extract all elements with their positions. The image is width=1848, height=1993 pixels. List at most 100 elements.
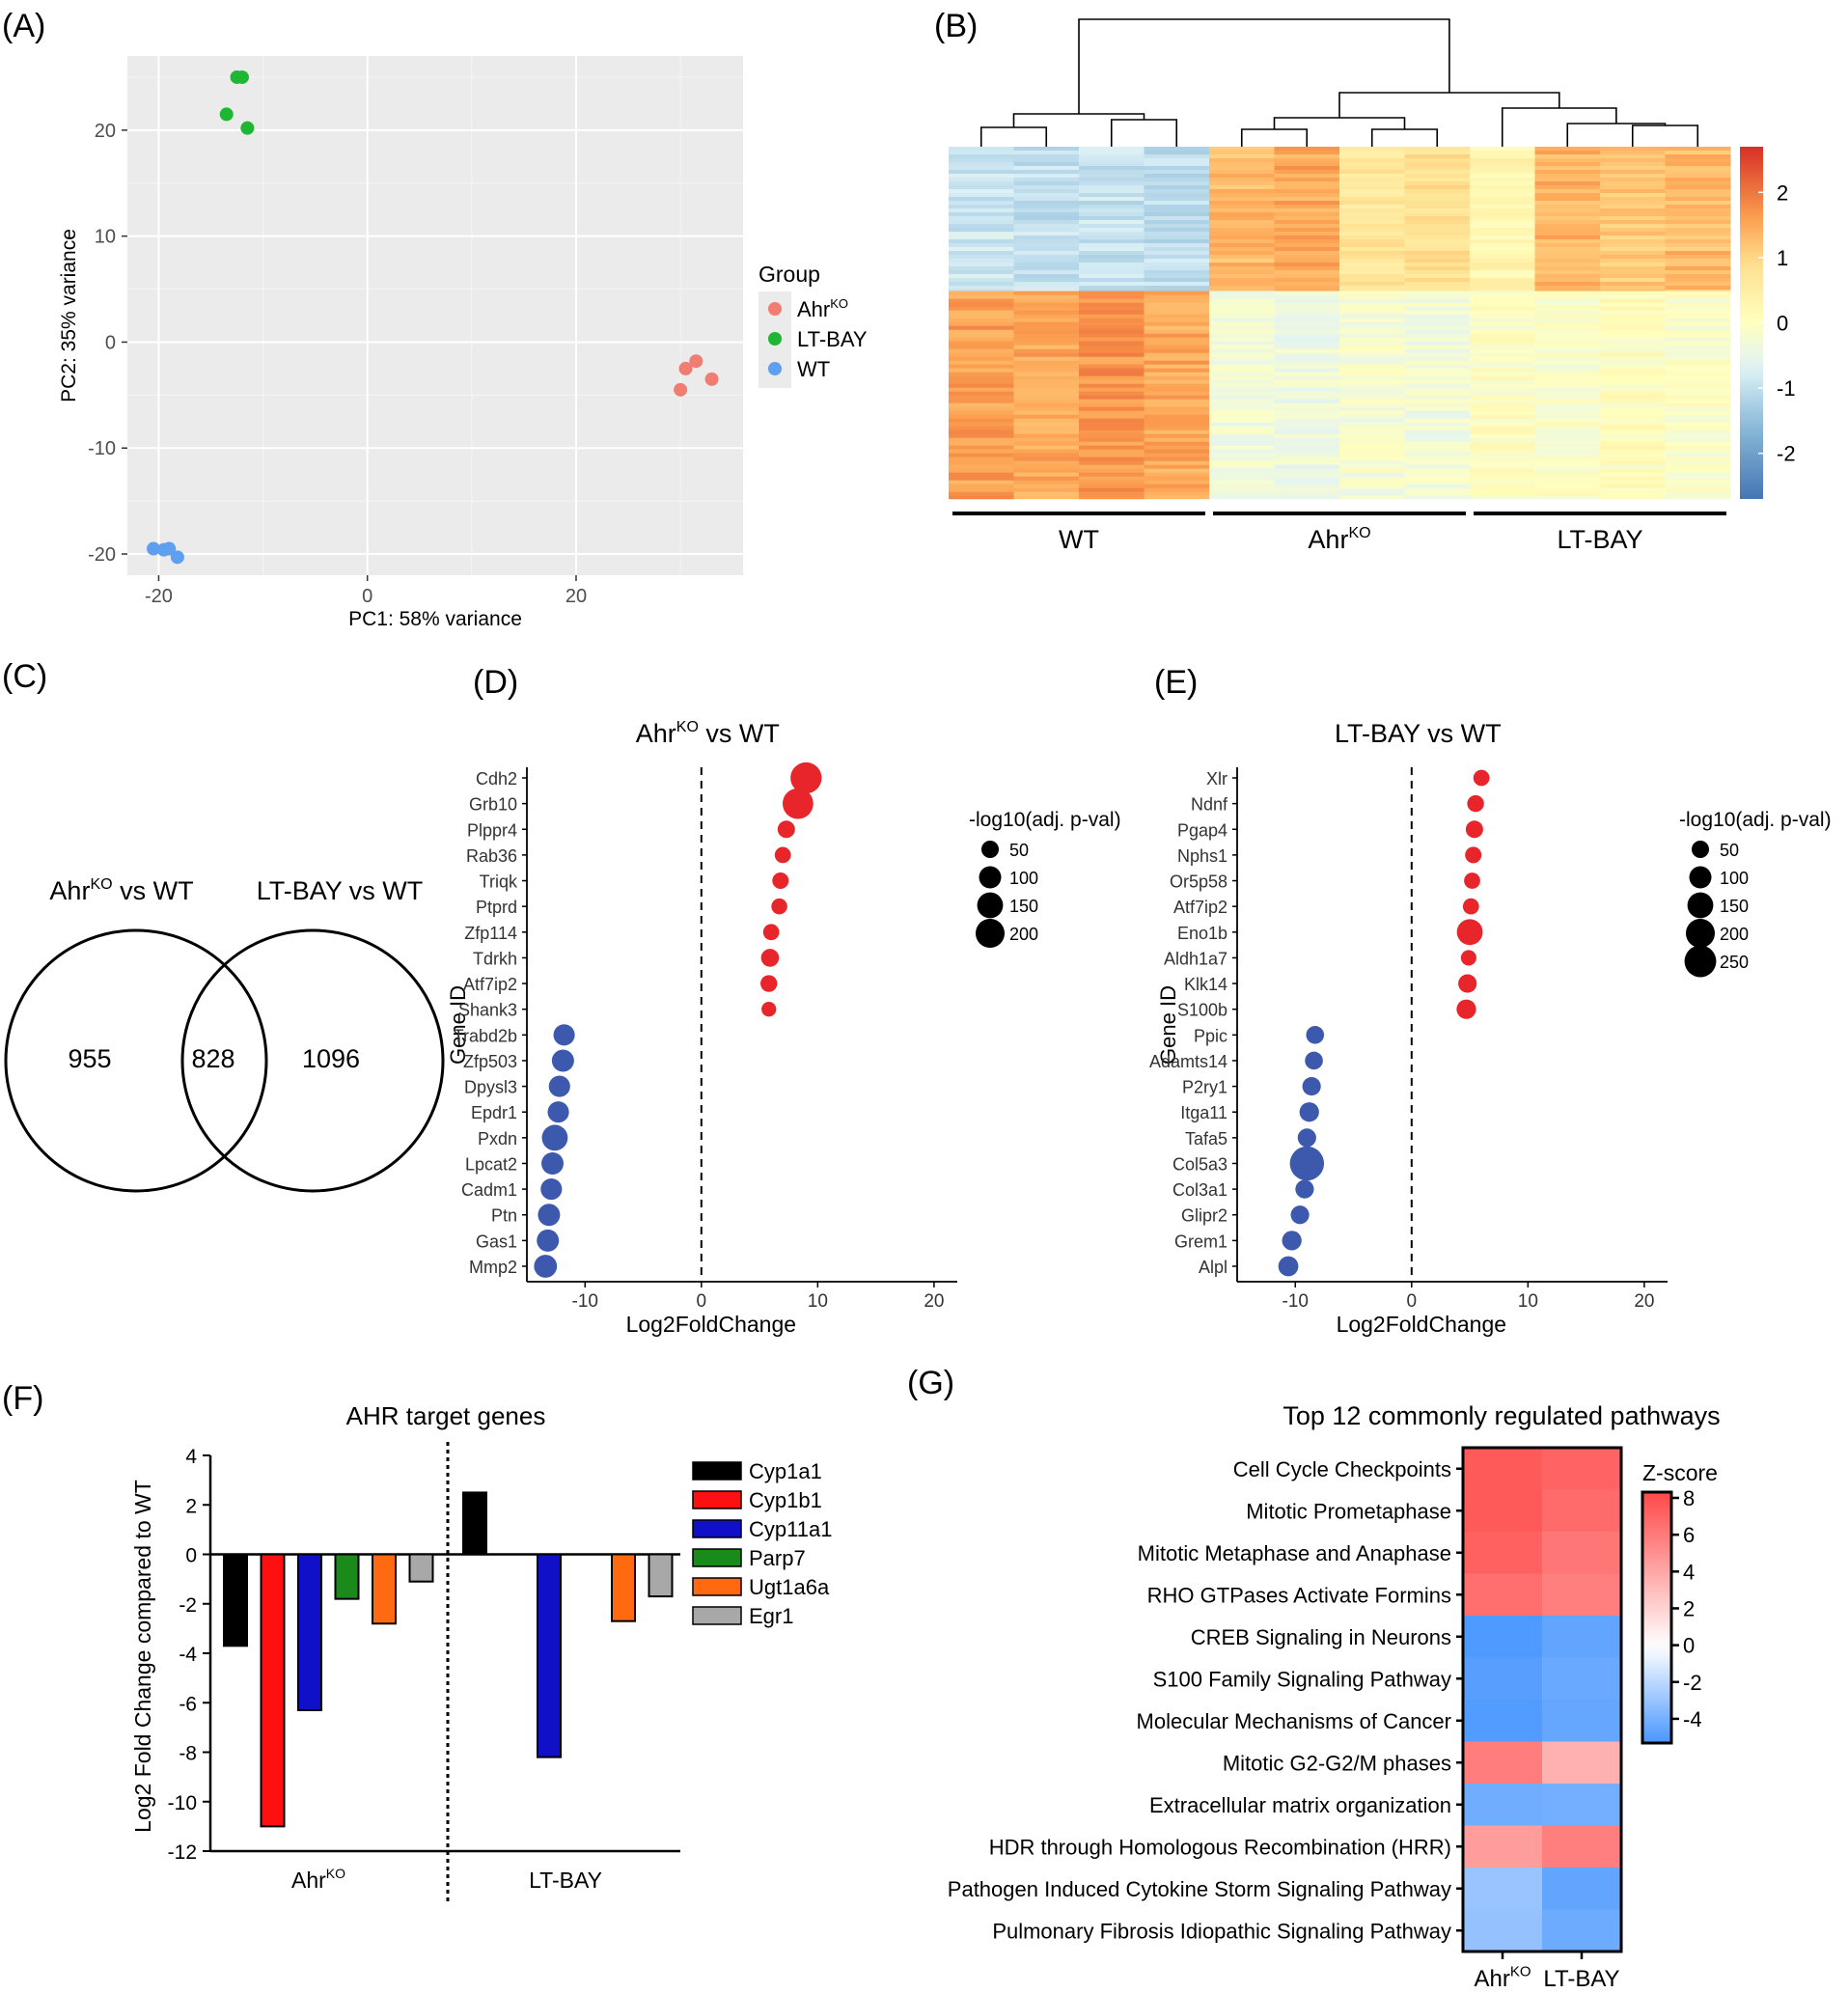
heatmap-row-stripe: [1470, 270, 1535, 275]
heatmap-row-stripe: [1144, 387, 1210, 392]
heatmap-row-stripe: [1600, 445, 1666, 450]
dot-plot-gene-label: Shank3: [458, 1001, 517, 1020]
heatmap-row-stripe: [1209, 286, 1275, 291]
heatmap-row-stripe: [1144, 154, 1210, 159]
heatmap-row-stripe: [1339, 224, 1405, 229]
dot-plot-point: [772, 872, 789, 890]
dot-plot-point: [1465, 846, 1482, 864]
heatmap-row-stripe: [1013, 290, 1080, 291]
heatmap-row-stripe: [1534, 345, 1601, 349]
heatmap-row-stripe: [1013, 410, 1080, 415]
dot-plot-size-legend-dot: [977, 892, 1004, 919]
dot-plot-x-tick-label: 10: [1518, 1291, 1538, 1312]
bar: [260, 1553, 286, 1828]
heatmap-row-stripe: [1079, 410, 1145, 415]
heatmap-row-stripe: [1665, 166, 1731, 171]
heatmap-row-stripe: [1404, 243, 1471, 248]
heatmap-row-stripe: [1600, 480, 1666, 484]
heatmap-row-stripe: [1274, 464, 1340, 469]
heatmap-row-stripe: [1339, 232, 1405, 236]
heatmap-row-stripe: [949, 383, 1014, 388]
pathway-row-label: Mitotic Metaphase and Anaphase: [1138, 1541, 1451, 1565]
heatmap-row-stripe: [1013, 379, 1080, 384]
dot-plot-point: [1278, 1256, 1299, 1277]
heatmap-row-stripe: [1144, 399, 1210, 403]
heatmap-row-stripe: [1209, 185, 1275, 190]
heatmap-row-stripe: [1144, 422, 1210, 427]
heatmap-row-stripe: [1665, 247, 1731, 252]
panel-label-d: (D): [473, 664, 518, 701]
heatmap-row-stripe: [1013, 429, 1080, 434]
heatmap-row-stripe: [949, 255, 1014, 260]
bar-chart-legend-swatch: [692, 1490, 742, 1509]
heatmap-row-stripe: [1470, 162, 1535, 167]
heatmap-row-stripe: [1339, 286, 1405, 291]
dendrogram-branch: [1370, 128, 1439, 147]
heatmap-row-stripe: [1013, 228, 1080, 233]
label-superscript: KO: [830, 296, 848, 311]
panel-label-e: (E): [1154, 664, 1198, 701]
heatmap-row-stripe: [1079, 162, 1145, 167]
heatmap-row-stripe: [1600, 372, 1666, 376]
heatmap-row-stripe: [1144, 345, 1210, 349]
heatmap-row-stripe: [1600, 282, 1666, 287]
dot-plot-size-legend-label: 200: [1009, 925, 1038, 944]
heatmap-row-stripe: [1470, 235, 1535, 240]
dot-plot-size-legend-title: -log10(adj. p-val): [969, 809, 1121, 831]
heatmap-row-stripe: [1534, 433, 1601, 438]
heatmap-row-stripe: [1274, 441, 1340, 446]
heatmap-row-stripe: [949, 266, 1014, 271]
heatmap-row-stripe: [1665, 468, 1731, 473]
heatmap-row-stripe: [1470, 387, 1535, 392]
dot-plot-point: [1465, 820, 1483, 839]
heatmap-row-stripe: [1600, 464, 1666, 469]
heatmap-row-stripe: [1013, 162, 1080, 167]
heatmap-row-stripe: [1079, 333, 1145, 338]
heatmap-row-stripe: [1600, 429, 1666, 434]
heatmap-row-stripe: [1534, 402, 1601, 407]
heatmap-row-stripe: [1144, 460, 1210, 465]
heatmap-row-stripe: [1013, 402, 1080, 407]
dot-plot-gene-label: Epdr1: [471, 1103, 517, 1122]
pathway-heatmap-cell: [1542, 1700, 1622, 1742]
heatmap-row-stripe: [949, 391, 1014, 396]
pca-legend-label: WT: [797, 357, 830, 381]
heatmap-row-stripe: [1079, 181, 1145, 186]
heatmap-row-stripe: [1013, 189, 1080, 194]
heatmap-row-stripe: [1470, 185, 1535, 190]
heatmap-row-stripe: [949, 429, 1014, 434]
heatmap-row-stripe: [1339, 484, 1405, 488]
heatmap-row-stripe: [1209, 205, 1275, 209]
dot-plot-point: [1305, 1051, 1323, 1070]
heatmap-row-stripe: [1339, 356, 1405, 361]
heatmap-row-stripe: [1534, 375, 1601, 380]
heatmap-row-stripe: [1600, 457, 1666, 461]
panel-label-c: (C): [2, 658, 47, 695]
heatmap-row-stripe: [1209, 329, 1275, 334]
bar-chart-category-label: LT-BAY: [529, 1868, 602, 1893]
heatmap-row-stripe: [1665, 372, 1731, 376]
heatmap-row-stripe: [1144, 433, 1210, 438]
heatmap-row-stripe: [1013, 464, 1080, 469]
heatmap-row-stripe: [1665, 433, 1731, 438]
heatmap-row-stripe: [1600, 274, 1666, 279]
heatmap-row-stripe: [1339, 383, 1405, 388]
dot-plot-size-legend-dot: [975, 918, 1006, 949]
heatmap-row-stripe: [949, 310, 1014, 315]
heatmap-row-stripe: [1079, 476, 1145, 481]
heatmap-row-stripe: [1600, 333, 1666, 338]
heatmap-row-stripe: [1144, 290, 1210, 291]
heatmap-row-stripe: [1470, 274, 1535, 279]
heatmap-row-stripe: [949, 247, 1014, 252]
heatmap-row-stripe: [1274, 205, 1340, 209]
heatmap-row-stripe: [1404, 406, 1471, 411]
bar-chart-legend-swatch: [692, 1606, 742, 1625]
heatmap-row-stripe: [1274, 286, 1340, 291]
pathway-colorbar-label: -2: [1683, 1671, 1702, 1695]
heatmap-row-stripe: [1665, 341, 1731, 346]
heatmap-row-stripe: [949, 395, 1014, 400]
pathway-row-label: CREB Signaling in Neurons: [1191, 1625, 1451, 1649]
heatmap-row-stripe: [1534, 274, 1601, 279]
heatmap-row-stripe: [949, 410, 1014, 415]
heatmap-row-stripe: [949, 468, 1014, 473]
